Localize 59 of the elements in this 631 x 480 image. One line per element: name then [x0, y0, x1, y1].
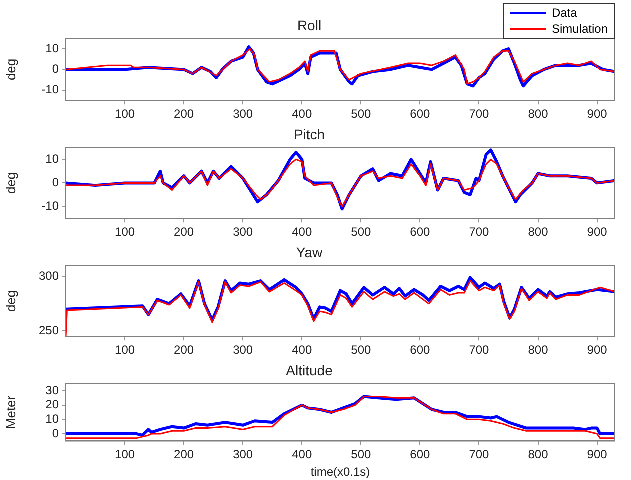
x-tick-label: 200	[174, 107, 194, 122]
x-tick-label: 600	[410, 343, 431, 358]
x-tick-label: 300	[233, 107, 254, 122]
x-tick-label: 600	[410, 448, 431, 462]
chart-title: Roll	[297, 17, 322, 34]
x-tick-label: 300	[233, 225, 254, 240]
x-tick-label: 300	[233, 448, 254, 462]
x-tick-label: 600	[410, 107, 431, 122]
x-tick-label: 900	[587, 225, 608, 240]
x-tick-label: 100	[115, 107, 136, 122]
y-axis-title: deg	[3, 172, 18, 194]
x-tick-label: 500	[351, 225, 372, 240]
x-tick-label: 500	[351, 107, 372, 122]
x-tick-label: 700	[469, 225, 490, 240]
y-axis-title: Meter	[3, 395, 18, 430]
y-tick-label: 0	[52, 176, 60, 190]
x-tick-label: 400	[292, 343, 312, 358]
x-tick-label: 700	[469, 448, 490, 462]
x-tick-label: 500	[351, 448, 372, 462]
y-tick-label: 0	[52, 426, 60, 440]
y-tick-label: 250	[38, 323, 60, 338]
x-tick-label: 400	[292, 225, 312, 240]
chart-title: Pitch	[294, 126, 326, 142]
y-tick-label: 10	[46, 412, 60, 426]
x-tick-label: 100	[115, 343, 136, 358]
x-tick-label: 400	[292, 448, 312, 462]
legend-label: Data	[552, 5, 578, 21]
chart-title: Altitude	[286, 362, 334, 378]
y-tick-label: 300	[38, 269, 60, 284]
x-tick-label: 800	[528, 107, 549, 122]
x-tick-label: 800	[528, 225, 549, 240]
y-axis-title: deg	[3, 58, 18, 81]
y-tick-label: -10	[42, 199, 60, 214]
x-tick-label: 600	[410, 225, 431, 240]
y-tick-label: -10	[42, 82, 60, 97]
x-tick-label: 900	[587, 107, 608, 122]
x-tick-label: 100	[115, 448, 136, 462]
y-tick-label: 10	[46, 41, 60, 56]
x-tick-label: 700	[469, 343, 490, 358]
x-tick-label: 200	[174, 448, 194, 462]
x-tick-label: 700	[469, 107, 490, 122]
legend-label: Simulation	[552, 21, 608, 37]
x-tick-label: 800	[528, 343, 549, 358]
y-tick-label: 30	[46, 383, 60, 398]
x-tick-label: 200	[174, 225, 194, 240]
y-tick-label: 10	[46, 152, 60, 166]
chart-title: Yaw	[296, 244, 324, 260]
y-tick-label: 0	[52, 62, 60, 76]
x-tick-label: 200	[174, 343, 194, 358]
x-tick-label: 500	[351, 343, 372, 358]
x-tick-label: 300	[233, 343, 254, 358]
x-tick-label: 900	[587, 448, 608, 462]
x-tick-label: 900	[587, 343, 608, 358]
x-tick-label: 100	[115, 225, 136, 240]
x-tick-label: 400	[292, 107, 312, 122]
x-tick-label: 800	[528, 448, 549, 462]
y-tick-label: 20	[46, 398, 60, 412]
x-axis-title: time(x0.1s)	[310, 465, 370, 480]
y-axis-title: deg	[3, 290, 18, 312]
